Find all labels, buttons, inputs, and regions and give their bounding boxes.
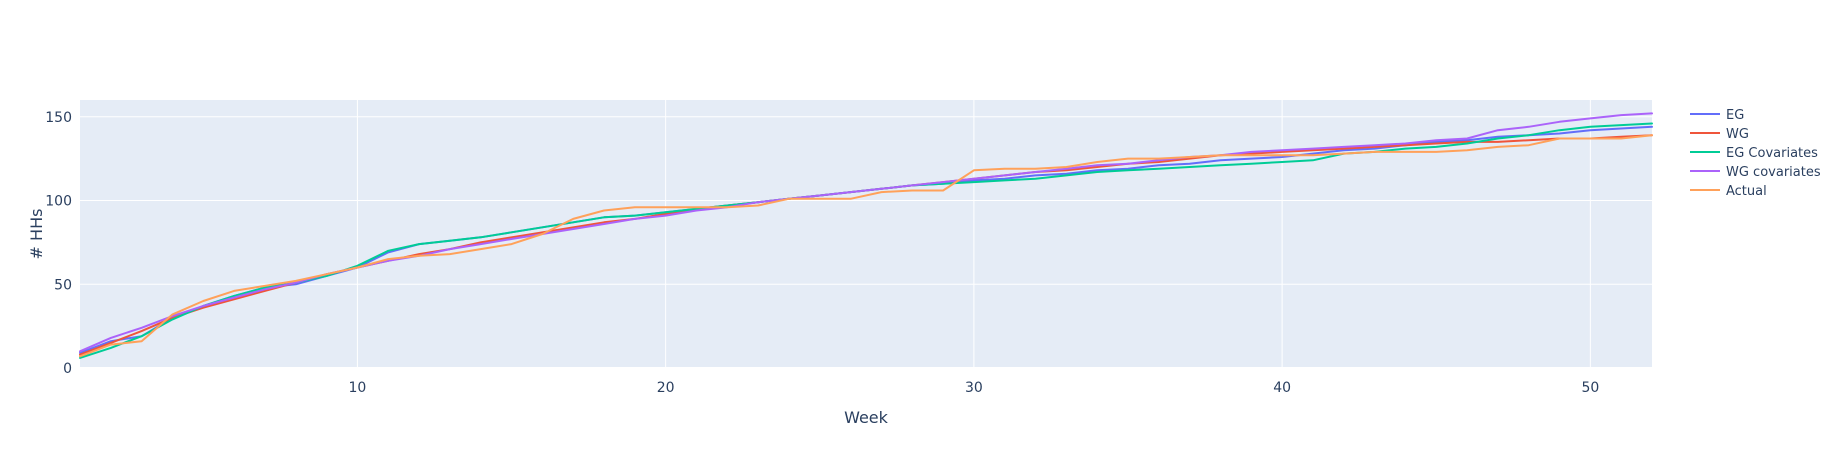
y-axis-ticks: 0 50 100 150 [45,110,72,377]
x-axis-ticks: 10 20 30 40 50 [348,380,1599,396]
legend-item[interactable]: EG Covariates [1690,146,1818,161]
x-tick-label: 30 [965,380,983,396]
legend: EG WG EG Covariates WG covariates Actual [1690,108,1821,199]
legend-label: Actual [1726,184,1767,199]
x-axis-title: Week [844,408,889,427]
legend-label: WG covariates [1726,165,1821,180]
y-tick-label: 150 [45,110,72,126]
gridlines [80,100,1652,369]
legend-label: EG [1726,108,1744,123]
x-tick-label: 20 [657,380,675,396]
series-line-actual [79,134,1653,358]
plot-area [80,100,1652,368]
legend-label: EG Covariates [1726,146,1818,161]
x-tick-label: 50 [1581,380,1599,396]
y-tick-label: 50 [54,277,72,293]
legend-item[interactable]: WG covariates [1690,165,1821,180]
y-axis-title: # HHs [27,209,46,260]
series-lines [79,112,1653,359]
legend-item[interactable]: EG [1690,108,1744,123]
legend-label: WG [1726,127,1749,142]
x-tick-label: 10 [348,380,366,396]
x-tick-label: 40 [1273,380,1291,396]
legend-item[interactable]: Actual [1690,184,1767,199]
y-tick-label: 100 [45,194,72,210]
legend-item[interactable]: WG [1690,127,1749,142]
y-tick-label: 0 [63,361,72,377]
